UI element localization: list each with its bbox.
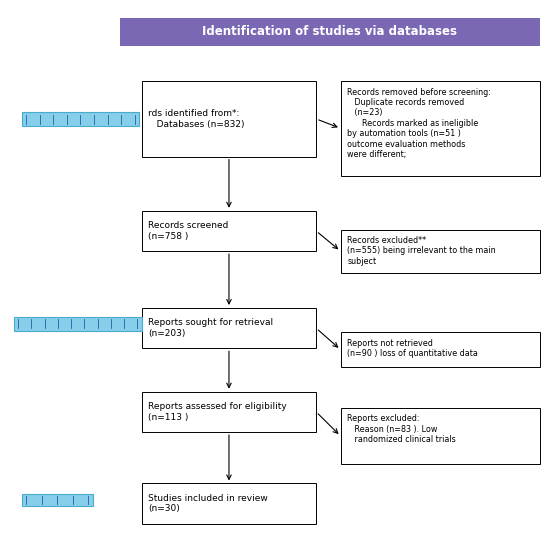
FancyBboxPatch shape (120, 18, 539, 46)
Text: Records screened
(n=758 ): Records screened (n=758 ) (148, 222, 229, 241)
Text: Reports not retrieved
(n=90 ) loss of quantitative data: Reports not retrieved (n=90 ) loss of qu… (347, 339, 478, 358)
FancyBboxPatch shape (341, 332, 539, 368)
Text: Records removed before screening:
   Duplicate records removed
   (n=23)
      R: Records removed before screening: Duplic… (347, 88, 491, 159)
FancyBboxPatch shape (142, 210, 316, 251)
Text: Identification of studies via databases: Identification of studies via databases (202, 25, 457, 39)
FancyBboxPatch shape (341, 408, 539, 464)
Text: rds identified from*:
   Databases (n=832): rds identified from*: Databases (n=832) (148, 109, 245, 128)
FancyBboxPatch shape (142, 308, 316, 348)
Text: Reports excluded:
   Reason (n=83 ). Low
   randomized clinical trials: Reports excluded: Reason (n=83 ). Low ra… (347, 414, 456, 444)
FancyBboxPatch shape (22, 494, 93, 506)
FancyBboxPatch shape (142, 392, 316, 432)
FancyBboxPatch shape (341, 81, 539, 176)
Text: Records excluded**
(n=555) being irrelevant to the main
subject: Records excluded** (n=555) being irrelev… (347, 236, 496, 266)
Text: Reports sought for retrieval
(n=203): Reports sought for retrieval (n=203) (148, 318, 274, 338)
FancyBboxPatch shape (341, 230, 539, 273)
FancyBboxPatch shape (22, 112, 139, 127)
FancyBboxPatch shape (142, 81, 316, 156)
FancyBboxPatch shape (142, 483, 316, 524)
Text: Reports assessed for eligibility
(n=113 ): Reports assessed for eligibility (n=113 … (148, 402, 287, 422)
FancyBboxPatch shape (14, 316, 142, 331)
Text: Studies included in review
(n=30): Studies included in review (n=30) (148, 494, 268, 514)
